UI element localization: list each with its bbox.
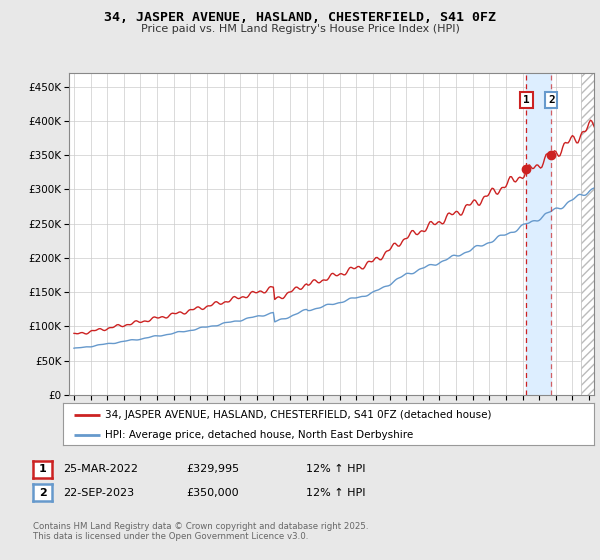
Text: 25-MAR-2022: 25-MAR-2022 xyxy=(63,464,138,474)
Bar xyxy=(526,73,551,395)
Text: £350,000: £350,000 xyxy=(186,488,239,498)
Bar xyxy=(581,73,600,395)
Text: 1: 1 xyxy=(39,464,46,474)
Text: 12% ↑ HPI: 12% ↑ HPI xyxy=(306,488,365,498)
Text: £329,995: £329,995 xyxy=(186,464,239,474)
Text: 2: 2 xyxy=(548,95,554,105)
Bar xyxy=(581,73,600,395)
Text: 1: 1 xyxy=(523,95,530,105)
Text: HPI: Average price, detached house, North East Derbyshire: HPI: Average price, detached house, Nort… xyxy=(106,430,414,440)
Text: 22-SEP-2023: 22-SEP-2023 xyxy=(63,488,134,498)
Text: 12% ↑ HPI: 12% ↑ HPI xyxy=(306,464,365,474)
Text: 2: 2 xyxy=(39,488,46,498)
Text: 34, JASPER AVENUE, HASLAND, CHESTERFIELD, S41 0FZ (detached house): 34, JASPER AVENUE, HASLAND, CHESTERFIELD… xyxy=(106,410,492,420)
Text: Price paid vs. HM Land Registry's House Price Index (HPI): Price paid vs. HM Land Registry's House … xyxy=(140,24,460,34)
Text: 34, JASPER AVENUE, HASLAND, CHESTERFIELD, S41 0FZ: 34, JASPER AVENUE, HASLAND, CHESTERFIELD… xyxy=(104,11,496,24)
Text: Contains HM Land Registry data © Crown copyright and database right 2025.
This d: Contains HM Land Registry data © Crown c… xyxy=(33,522,368,542)
